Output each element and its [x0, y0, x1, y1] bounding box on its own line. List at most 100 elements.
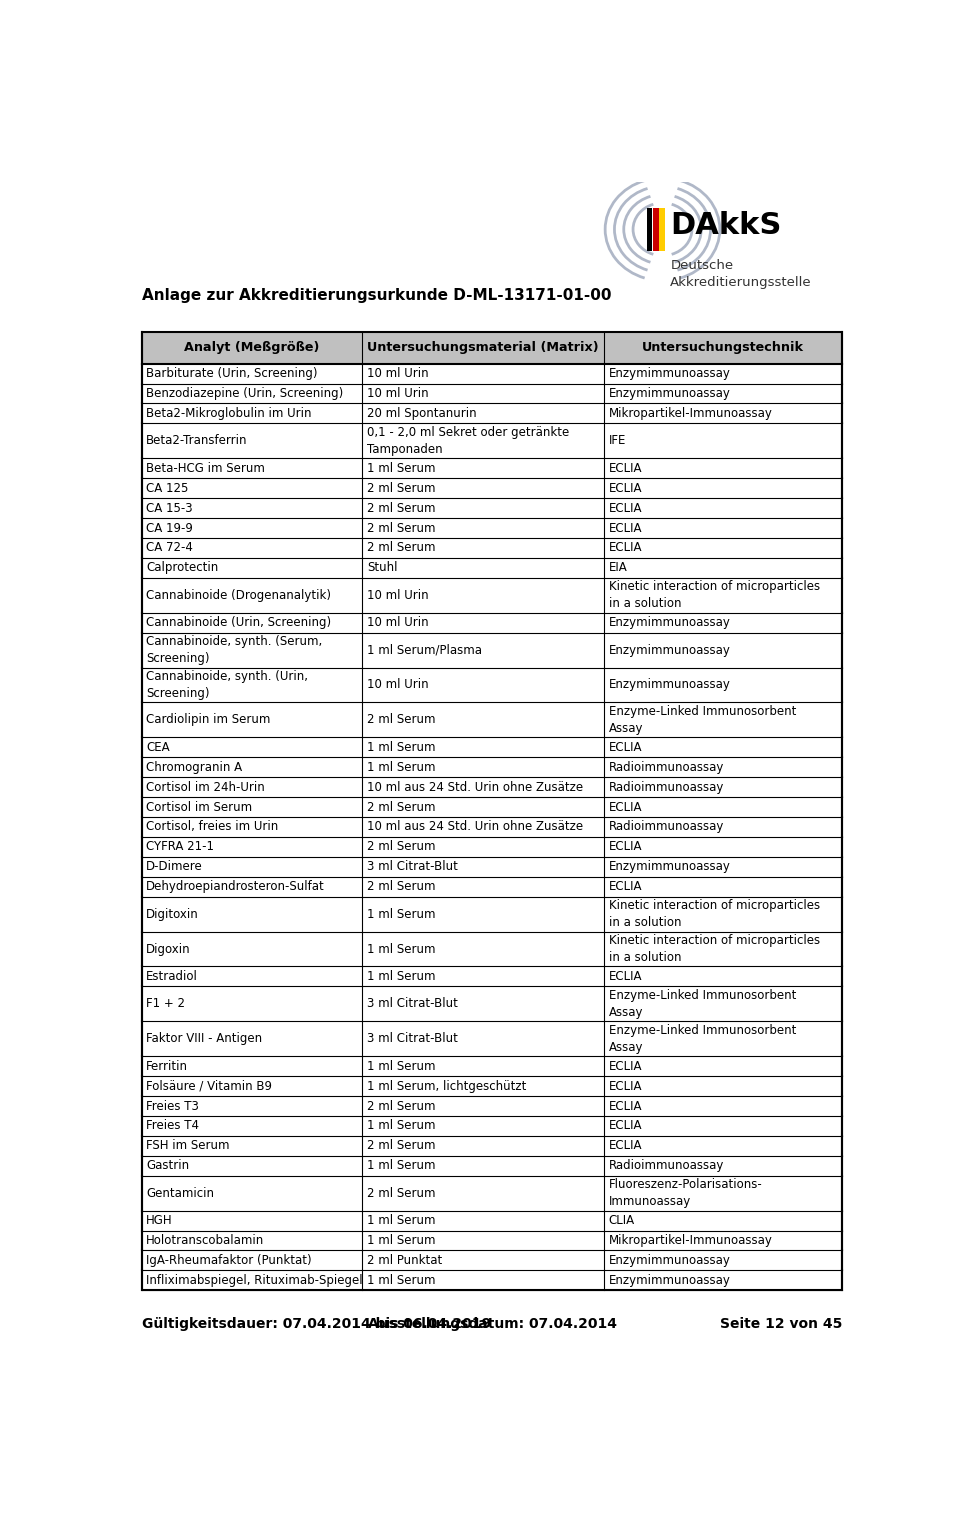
Text: 1 ml Serum: 1 ml Serum [367, 1059, 436, 1073]
Text: Cortisol, freies im Urin: Cortisol, freies im Urin [146, 820, 278, 834]
Text: 2 ml Serum: 2 ml Serum [367, 481, 436, 495]
Text: Cortisol im 24h-Urin: Cortisol im 24h-Urin [146, 781, 265, 794]
Text: 10 ml aus 24 Std. Urin ohne Zusätze: 10 ml aus 24 Std. Urin ohne Zusätze [367, 820, 583, 834]
Text: ECLIA: ECLIA [609, 741, 642, 753]
Text: 2 ml Serum: 2 ml Serum [367, 502, 436, 514]
Text: Calprotectin: Calprotectin [146, 561, 219, 575]
Bar [653, 207, 659, 251]
Text: Kinetic interaction of microparticles
in a solution: Kinetic interaction of microparticles in… [609, 581, 820, 610]
Text: Enzyme-Linked Immunosorbent
Assay: Enzyme-Linked Immunosorbent Assay [609, 1024, 796, 1053]
Text: 2 ml Serum: 2 ml Serum [367, 881, 436, 893]
Bar [647, 207, 653, 251]
Bar [142, 1156, 842, 1176]
Text: Stuhl: Stuhl [367, 561, 397, 575]
Text: ECLIA: ECLIA [609, 1100, 642, 1112]
Bar [142, 1095, 842, 1117]
Bar [142, 1056, 842, 1076]
Bar [142, 1251, 842, 1271]
Bar [142, 578, 842, 613]
Text: ECLIA: ECLIA [609, 502, 642, 514]
Bar [142, 383, 842, 404]
Text: Gentamicin: Gentamicin [146, 1186, 214, 1200]
Text: Beta-HCG im Serum: Beta-HCG im Serum [146, 461, 265, 475]
Text: 1 ml Serum: 1 ml Serum [367, 1213, 436, 1227]
Text: Cortisol im Serum: Cortisol im Serum [146, 800, 252, 814]
Text: ECLIA: ECLIA [609, 800, 642, 814]
Text: HGH: HGH [146, 1213, 173, 1227]
Text: 3 ml Citrat-Blut: 3 ml Citrat-Blut [367, 861, 458, 873]
Bar [142, 1136, 842, 1156]
Text: FSH im Serum: FSH im Serum [146, 1139, 229, 1153]
Bar [142, 498, 842, 517]
Bar [142, 1230, 842, 1251]
Bar [142, 932, 842, 967]
Text: Faktor VIII - Antigen: Faktor VIII - Antigen [146, 1032, 262, 1045]
Text: Chromogranin A: Chromogranin A [146, 761, 243, 773]
Text: 1 ml Serum: 1 ml Serum [367, 1159, 436, 1173]
Text: Radioimmunoassay: Radioimmunoassay [609, 761, 724, 773]
Bar [142, 1176, 842, 1210]
Text: 10 ml Urin: 10 ml Urin [367, 616, 429, 629]
Text: CYFRA 21-1: CYFRA 21-1 [146, 840, 214, 853]
Bar [142, 667, 842, 702]
Text: Radioimmunoassay: Radioimmunoassay [609, 1159, 724, 1173]
Text: 2 ml Serum: 2 ml Serum [367, 1186, 436, 1200]
Text: Cannabinoide, synth. (Serum,
Screening): Cannabinoide, synth. (Serum, Screening) [146, 635, 323, 666]
Text: DAkkS: DAkkS [670, 210, 781, 241]
Text: ECLIA: ECLIA [609, 840, 642, 853]
Text: Cannabinoide (Drogenanalytik): Cannabinoide (Drogenanalytik) [146, 589, 331, 602]
Text: Enzyme-Linked Immunosorbent
Assay: Enzyme-Linked Immunosorbent Assay [609, 990, 796, 1018]
Text: 1 ml Serum/Plasma: 1 ml Serum/Plasma [367, 643, 482, 657]
Text: Mikropartikel-Immunoassay: Mikropartikel-Immunoassay [609, 407, 773, 421]
Text: 2 ml Serum: 2 ml Serum [367, 542, 436, 554]
Bar [142, 702, 842, 737]
Text: Enzymimmunoassay: Enzymimmunoassay [609, 643, 731, 657]
Text: 2 ml Punktat: 2 ml Punktat [367, 1254, 443, 1266]
Text: 1 ml Serum: 1 ml Serum [367, 1120, 436, 1132]
Text: ECLIA: ECLIA [609, 461, 642, 475]
Text: 1 ml Serum: 1 ml Serum [367, 461, 436, 475]
Text: Infliximabspiegel, Rituximab-Spiegel: Infliximabspiegel, Rituximab-Spiegel [146, 1274, 363, 1288]
Text: Digitoxin: Digitoxin [146, 908, 199, 921]
Text: ECLIA: ECLIA [609, 970, 642, 983]
Bar [142, 539, 842, 558]
Bar [142, 613, 842, 632]
Bar [142, 1271, 842, 1291]
Text: F1 + 2: F1 + 2 [146, 997, 185, 1011]
Text: Enzymimmunoassay: Enzymimmunoassay [609, 368, 731, 380]
Bar [142, 878, 842, 897]
Text: Beta2-Transferrin: Beta2-Transferrin [146, 434, 248, 448]
Text: ECLIA: ECLIA [609, 481, 642, 495]
Text: Enzymimmunoassay: Enzymimmunoassay [609, 1274, 731, 1288]
Bar [142, 737, 842, 756]
Text: ECLIA: ECLIA [609, 522, 642, 534]
Text: Freies T3: Freies T3 [146, 1100, 200, 1112]
Text: Ferritin: Ferritin [146, 1059, 188, 1073]
Text: Benzodiazepine (Urin, Screening): Benzodiazepine (Urin, Screening) [146, 387, 344, 399]
Text: Fluoreszenz-Polarisations-
Immunoassay: Fluoreszenz-Polarisations- Immunoassay [609, 1179, 762, 1209]
Bar [142, 897, 842, 932]
Text: Kinetic interaction of microparticles
in a solution: Kinetic interaction of microparticles in… [609, 899, 820, 929]
Bar [142, 331, 842, 1291]
Text: Digoxin: Digoxin [146, 943, 191, 956]
Text: Deutsche
Akkreditierungsstelle: Deutsche Akkreditierungsstelle [670, 259, 812, 289]
Bar [142, 778, 842, 797]
Bar [142, 632, 842, 667]
Text: 2 ml Serum: 2 ml Serum [367, 840, 436, 853]
Text: 10 ml Urin: 10 ml Urin [367, 678, 429, 691]
Text: Seite 12 von 45: Seite 12 von 45 [720, 1318, 842, 1331]
Bar [142, 558, 842, 578]
Bar [142, 986, 842, 1021]
Text: Enzymimmunoassay: Enzymimmunoassay [609, 1254, 731, 1266]
Text: Untersuchungstechnik: Untersuchungstechnik [642, 340, 804, 354]
Text: Folsäure / Vitamin B9: Folsäure / Vitamin B9 [146, 1080, 273, 1092]
Text: ECLIA: ECLIA [609, 1080, 642, 1092]
Bar [660, 207, 665, 251]
Text: Enzymimmunoassay: Enzymimmunoassay [609, 616, 731, 629]
Text: Freies T4: Freies T4 [146, 1120, 200, 1132]
Text: 10 ml aus 24 Std. Urin ohne Zusätze: 10 ml aus 24 Std. Urin ohne Zusätze [367, 781, 583, 794]
Text: 0,1 - 2,0 ml Sekret oder getränkte
Tamponaden: 0,1 - 2,0 ml Sekret oder getränkte Tampo… [367, 425, 569, 455]
Text: Enzymimmunoassay: Enzymimmunoassay [609, 678, 731, 691]
Text: Beta2-Mikroglobulin im Urin: Beta2-Mikroglobulin im Urin [146, 407, 312, 421]
Text: 20 ml Spontanurin: 20 ml Spontanurin [367, 407, 477, 421]
